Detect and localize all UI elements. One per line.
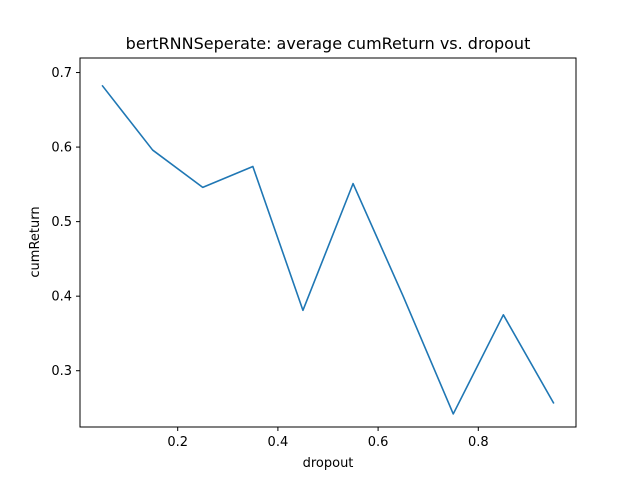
y-axis-ticks: 0.3 0.4 0.5 0.6 0.7 xyxy=(51,66,80,379)
y-tick-label: 0.4 xyxy=(51,290,72,305)
x-tick-label: 0.4 xyxy=(268,435,289,450)
x-tick-label: 0.8 xyxy=(468,435,489,450)
y-tick-label: 0.7 xyxy=(51,66,72,81)
y-tick-label: 0.5 xyxy=(51,215,72,230)
chart-title: bertRNNSeperate: average cumReturn vs. d… xyxy=(126,34,531,53)
y-tick-label: 0.3 xyxy=(51,364,72,379)
series-layer xyxy=(101,84,555,415)
plot-frame xyxy=(79,57,577,428)
x-tick-label: 0.6 xyxy=(368,435,389,450)
y-tick-label: 0.6 xyxy=(51,141,72,156)
x-axis-label: dropout xyxy=(303,456,354,471)
y-axis-label: cumReturn xyxy=(28,206,43,277)
x-axis-ticks: 0.2 0.4 0.6 0.8 xyxy=(167,427,489,450)
x-tick-label: 0.2 xyxy=(167,435,188,450)
plot-area xyxy=(80,58,576,427)
series-line xyxy=(101,84,555,415)
